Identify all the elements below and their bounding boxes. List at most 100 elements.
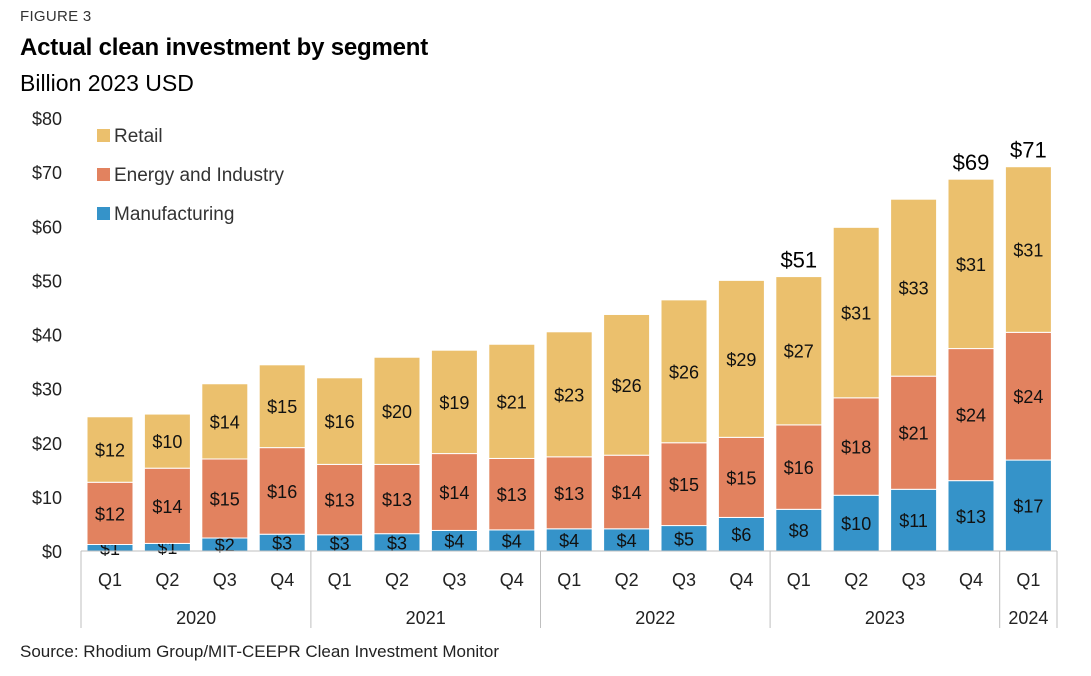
total-label: $51: [780, 248, 817, 273]
x-tick-label: Q2: [615, 570, 639, 590]
y-tick-label: $50: [32, 271, 62, 291]
bar-segment: [488, 457, 536, 531]
legend-swatch: [97, 168, 110, 181]
data-label: $16: [267, 482, 297, 502]
total-label: $69: [953, 150, 990, 175]
data-label: $21: [497, 392, 527, 412]
data-label: $10: [152, 432, 182, 452]
bar-segment: [545, 456, 593, 530]
x-group-label: 2023: [865, 608, 905, 628]
x-tick-label: Q1: [1016, 570, 1040, 590]
x-group-label: 2021: [406, 608, 446, 628]
bar-segment: [717, 516, 765, 552]
bar-segment: [603, 454, 651, 530]
data-label: $4: [444, 532, 464, 552]
legend-swatch: [97, 129, 110, 142]
x-tick-label: Q4: [500, 570, 524, 590]
data-label: $31: [956, 255, 986, 275]
bar-segment: [488, 343, 536, 459]
x-tick-label: Q1: [328, 570, 352, 590]
data-label: $26: [669, 362, 699, 382]
data-label: $14: [439, 483, 469, 503]
bar-segment: [143, 467, 191, 544]
data-label: $24: [1013, 387, 1043, 407]
y-tick-label: $40: [32, 326, 62, 346]
bar-segment: [143, 413, 191, 469]
x-tick-label: Q4: [959, 570, 983, 590]
data-label: $20: [382, 402, 412, 422]
bar-segment: [373, 463, 421, 535]
y-tick-label: $10: [32, 488, 62, 508]
data-label: $15: [669, 475, 699, 495]
bar-segment: [947, 480, 995, 552]
bar-segment: [316, 377, 364, 465]
data-label: $13: [382, 490, 412, 510]
y-tick-label: $80: [32, 109, 62, 129]
bar-segment: [545, 331, 593, 458]
data-label: $14: [210, 412, 240, 432]
bar-segment: [1004, 331, 1052, 461]
data-label: $17: [1013, 497, 1043, 517]
x-tick-label: Q3: [442, 570, 466, 590]
chart-subtitle: Billion 2023 USD: [20, 70, 194, 96]
bar-segment: [201, 458, 249, 539]
data-label: $13: [554, 484, 584, 504]
bar-segment: [201, 383, 249, 460]
bar-segment: [258, 447, 306, 535]
bar-segment: [717, 436, 765, 518]
legend-swatch: [97, 207, 110, 220]
x-tick-label: Q3: [902, 570, 926, 590]
x-group-label: 2020: [176, 608, 216, 628]
source-note: Source: Rhodium Group/MIT-CEEPR Clean In…: [20, 642, 500, 661]
data-label: $26: [612, 376, 642, 396]
legend-label: Retail: [114, 126, 163, 147]
chart-title: Actual clean investment by segment: [20, 34, 428, 61]
legend-label: Energy and Industry: [114, 165, 285, 186]
data-label: $33: [899, 279, 929, 299]
y-tick-label: $60: [32, 217, 62, 237]
bar-segment: [660, 299, 708, 444]
data-label: $16: [784, 458, 814, 478]
bar-segment: [832, 226, 880, 399]
x-tick-label: Q1: [557, 570, 581, 590]
data-label: $11: [899, 511, 928, 531]
bar-segment: [717, 279, 765, 438]
data-label: $21: [899, 424, 929, 444]
x-tick-label: Q4: [729, 570, 753, 590]
x-tick-label: Q2: [385, 570, 409, 590]
data-label: $19: [439, 393, 469, 413]
data-label: $6: [731, 525, 751, 545]
data-label: $15: [210, 489, 240, 509]
bar-segment: [258, 364, 306, 449]
data-label: $8: [789, 521, 809, 541]
y-tick-label: $0: [42, 542, 62, 562]
bar-segment: [947, 178, 995, 350]
data-label: $31: [841, 304, 871, 324]
x-tick-label: Q3: [213, 570, 237, 590]
bar-segment: [890, 375, 938, 490]
y-tick-label: $70: [32, 163, 62, 183]
data-label: $29: [726, 350, 756, 370]
x-tick-label: Q2: [844, 570, 868, 590]
data-label: $31: [1013, 241, 1043, 261]
data-label: $3: [272, 534, 292, 554]
bar-segment: [430, 453, 478, 531]
data-label: $23: [554, 385, 584, 405]
data-label: $13: [325, 491, 355, 511]
bar-segment: [373, 356, 421, 465]
bar-segment: [775, 276, 823, 426]
bar-segment: [430, 349, 478, 455]
data-label: $10: [841, 514, 871, 534]
bar-segment: [1004, 459, 1052, 552]
x-group-label: 2024: [1008, 608, 1048, 628]
x-group-label: 2022: [635, 608, 675, 628]
bar-segment: [86, 481, 134, 546]
figure-label: FIGURE 3: [20, 8, 92, 25]
bar-segment: [603, 313, 651, 456]
x-tick-label: Q1: [787, 570, 811, 590]
y-tick-label: $30: [32, 380, 62, 400]
data-label: $16: [325, 412, 355, 432]
bar-segment: [86, 416, 134, 483]
bar-segment: [660, 442, 708, 527]
data-label: $18: [841, 438, 871, 458]
